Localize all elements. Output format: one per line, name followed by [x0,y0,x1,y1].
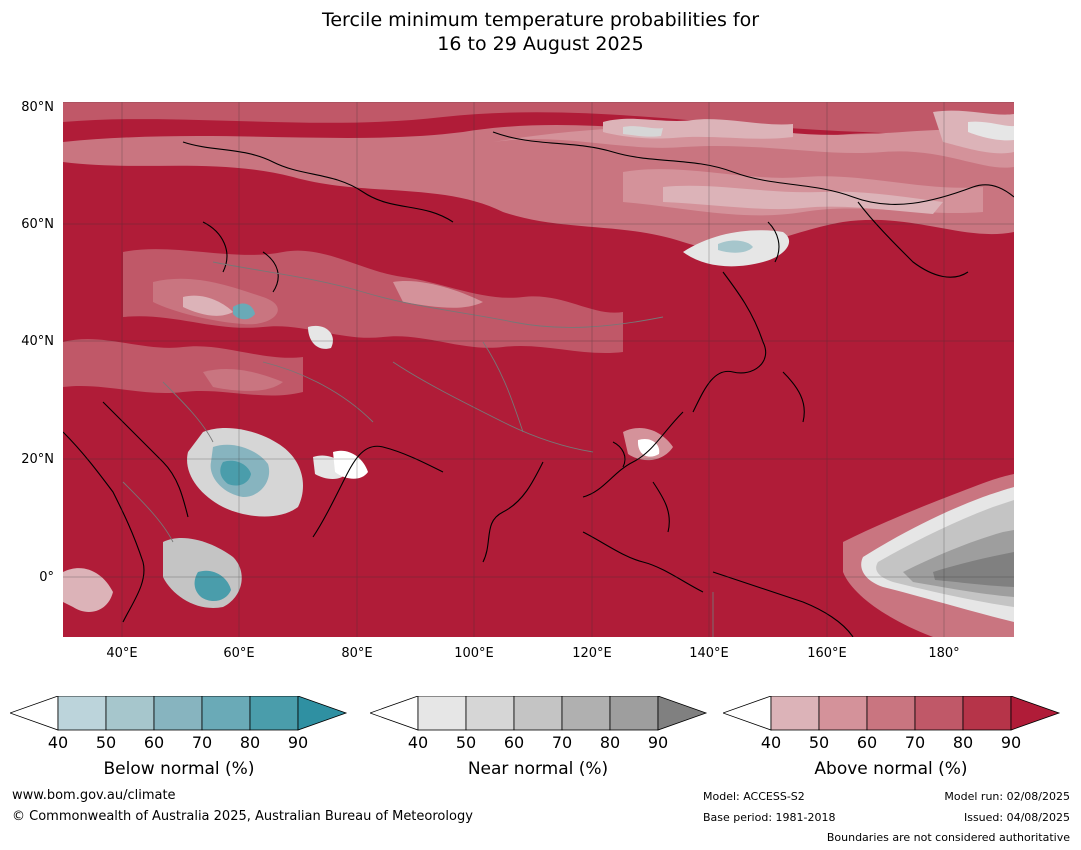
graticule [63,102,1014,637]
western-pacific-near-normal [843,474,1014,637]
colorbar-near-tick: 50 [455,733,477,752]
colorbar-above-tick: 40 [760,733,782,752]
colorbar-near-bin-3 [513,696,563,731]
colorbar-near-tick: 80 [599,733,621,752]
lon-label-140e: 140°E [689,646,729,661]
model-text: Model: ACCESS-S2 [703,790,805,803]
colorbar-near-arrow-left [370,696,419,731]
okhotsk-near-normal [683,230,790,267]
colorbar-near-tick: 70 [551,733,573,752]
above-normal-north-zone [63,102,1014,249]
colorbar-below-tick: 90 [287,733,309,752]
colorbar-above-tick: 80 [952,733,974,752]
lat-label-60n: 60°N [21,217,54,232]
lon-label-120e: 120°E [572,646,612,661]
philippines-zone [333,427,673,479]
colorbar-above-bin-4 [914,696,964,731]
central-asia-zone [63,249,623,396]
colorbar-near-tick: 40 [407,733,429,752]
colorbar-below-bin-1 [57,696,107,731]
copyright-text: © Commonwealth of Australia 2025, Austra… [12,809,473,824]
lon-label-100e: 100°E [454,646,494,661]
coastlines [63,131,1014,637]
colorbar-below-tick: 50 [95,733,117,752]
map-title-line2: 16 to 29 August 2025 [437,33,644,55]
colorbar-below-arrow-left [10,696,59,731]
colorbar-above-tick: 60 [856,733,878,752]
lon-label-160e: 160°E [807,646,847,661]
map-canvas [63,102,1014,637]
website-link[interactable]: www.bom.gov.au/climate [12,788,176,803]
colorbar-below-normal [10,696,348,731]
colorbar-above-normal [723,696,1061,731]
lon-label-180: 180° [928,646,960,661]
colorbar-below-arrow-right [297,696,348,731]
colorbar-below-bin-3 [153,696,203,731]
lat-label-0: 0° [39,570,54,585]
colorbar-above-title: Above normal (%) [814,759,968,779]
colorbar-below-tick: 60 [143,733,165,752]
lat-label-40n: 40°N [21,334,54,349]
lon-label-60e: 60°E [223,646,255,661]
map-title: Tercile minimum temperature probabilitie… [0,8,1081,56]
colorbar-below-bin-5 [249,696,299,731]
model-run-text: Model run: 02/08/2025 [944,790,1070,803]
colorbar-near-tick: 90 [647,733,669,752]
map-title-line1: Tercile minimum temperature probabilitie… [321,9,760,31]
disclaimer-text: Boundaries are not considered authoritat… [826,831,1070,844]
colorbar-below-tick: 70 [191,733,213,752]
colorbar-above-arrow-left [723,696,772,731]
lat-label-20n: 20°N [21,452,54,467]
colorbar-above-arrow-right [1010,696,1061,731]
colorbar-above-bin-2 [818,696,868,731]
colorbar-above-bin-1 [770,696,820,731]
lon-label-80e: 80°E [341,646,373,661]
country-boundaries [122,261,714,637]
colorbar-above-bin-5 [962,696,1012,731]
colorbar-near-title: Near normal (%) [467,759,609,779]
colorbar-near-bin-2 [465,696,515,731]
colorbar-near-bin-5 [609,696,659,731]
colorbar-near-arrow-right [657,696,708,731]
colorbar-below-tick: 40 [47,733,69,752]
colorbar-below-bin-2 [105,696,155,731]
colorbar-near-tick: 60 [503,733,525,752]
colorbar-below-bin-4 [201,696,251,731]
colorbar-above-tick: 70 [904,733,926,752]
lat-label-80n: 80°N [21,100,54,115]
colorbar-below-tick: 80 [239,733,261,752]
colorbar-near-bin-4 [561,696,611,731]
colorbar-near-normal [370,696,708,731]
colorbar-above-tick: 90 [1000,733,1022,752]
lon-label-40e: 40°E [106,646,138,661]
colorbar-near-bin-1 [417,696,467,731]
issued-text: Issued: 04/08/2025 [963,811,1070,824]
colorbar-above-tick: 50 [808,733,830,752]
colorbar-below-title: Below normal (%) [103,759,255,779]
colorbar-above-bin-3 [866,696,916,731]
probability-map [63,102,1014,637]
base-period-text: Base period: 1981-2018 [703,811,836,824]
